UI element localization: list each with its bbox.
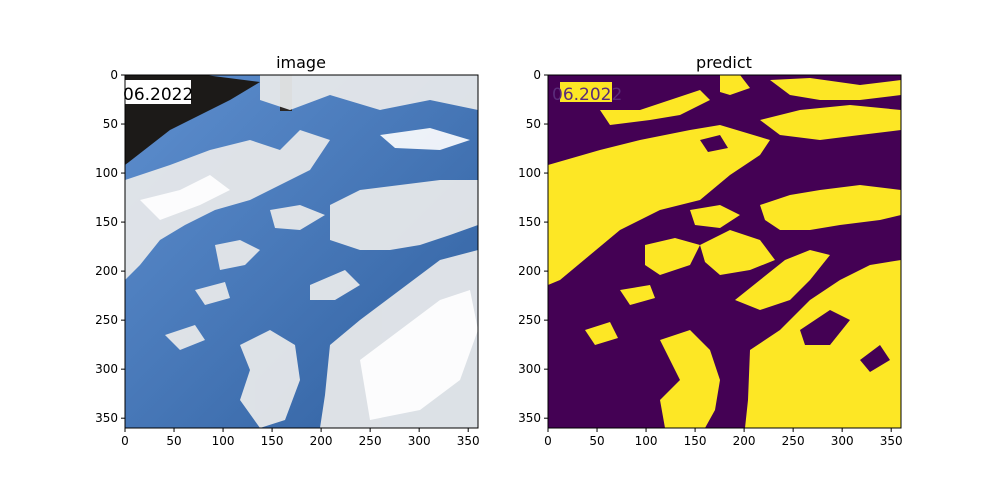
predict-y-tick-label: 0 <box>533 68 541 82</box>
image-x-tick-label: 150 <box>261 434 284 448</box>
image-y-tick-label: 100 <box>95 166 118 180</box>
image-axes-frame <box>124 74 479 429</box>
image-x-tick-label: 350 <box>457 434 480 448</box>
image-y-tick-label: 250 <box>95 313 118 327</box>
predict-x-tick-label: 50 <box>589 434 604 448</box>
image-x-tick-label: 0 <box>121 434 129 448</box>
date-label-box <box>125 80 191 104</box>
image-x-tick-label: 200 <box>310 434 333 448</box>
image-panel-title: image <box>276 53 326 72</box>
predict-y-tick-label: 150 <box>518 215 541 229</box>
predict-y-tick-label: 350 <box>518 411 541 425</box>
predict-y-ticks: 0 50 100 150 200 250 300 350 <box>518 68 548 425</box>
image-panel: image <box>95 53 480 448</box>
predict-panel-title: predict <box>696 53 752 72</box>
predict-axes-frame <box>547 74 902 429</box>
predict-x-tick-label: 300 <box>831 434 854 448</box>
image-x-tick-label: 50 <box>166 434 181 448</box>
predict-y-tick-label: 300 <box>518 362 541 376</box>
predict-x-ticks: 0 50 100 150 200 250 300 350 <box>544 428 903 448</box>
predict-y-tick-label: 200 <box>518 264 541 278</box>
image-y-tick-label: 50 <box>103 117 118 131</box>
predict-x-tick-label: 350 <box>880 434 903 448</box>
image-x-ticks: 0 50 100 150 200 250 300 350 <box>121 428 480 448</box>
predict-panel: predict <box>518 53 903 448</box>
image-y-tick-label: 150 <box>95 215 118 229</box>
predict-date-overlay: 06.2022 <box>552 85 622 105</box>
image-y-tick-label: 300 <box>95 362 118 376</box>
image-y-tick-label: 350 <box>95 411 118 425</box>
predict-y-tick-label: 250 <box>518 313 541 327</box>
predict-y-tick-label: 100 <box>518 166 541 180</box>
predict-x-tick-label: 0 <box>544 434 552 448</box>
prediction-mask <box>548 75 901 428</box>
satellite-photo <box>125 75 478 428</box>
image-date-overlay: 06.2022 <box>123 85 193 105</box>
image-x-tick-label: 300 <box>408 434 431 448</box>
predict-x-tick-label: 150 <box>684 434 707 448</box>
predict-x-tick-label: 250 <box>782 434 805 448</box>
predict-x-tick-label: 200 <box>733 434 756 448</box>
predict-x-tick-label: 100 <box>635 434 658 448</box>
image-x-tick-label: 250 <box>359 434 382 448</box>
image-y-tick-label: 200 <box>95 264 118 278</box>
image-y-ticks: 0 50 100 150 200 250 300 350 <box>95 68 125 425</box>
image-y-tick-label: 0 <box>110 68 118 82</box>
predict-y-tick-label: 50 <box>526 117 541 131</box>
image-x-tick-label: 100 <box>212 434 235 448</box>
